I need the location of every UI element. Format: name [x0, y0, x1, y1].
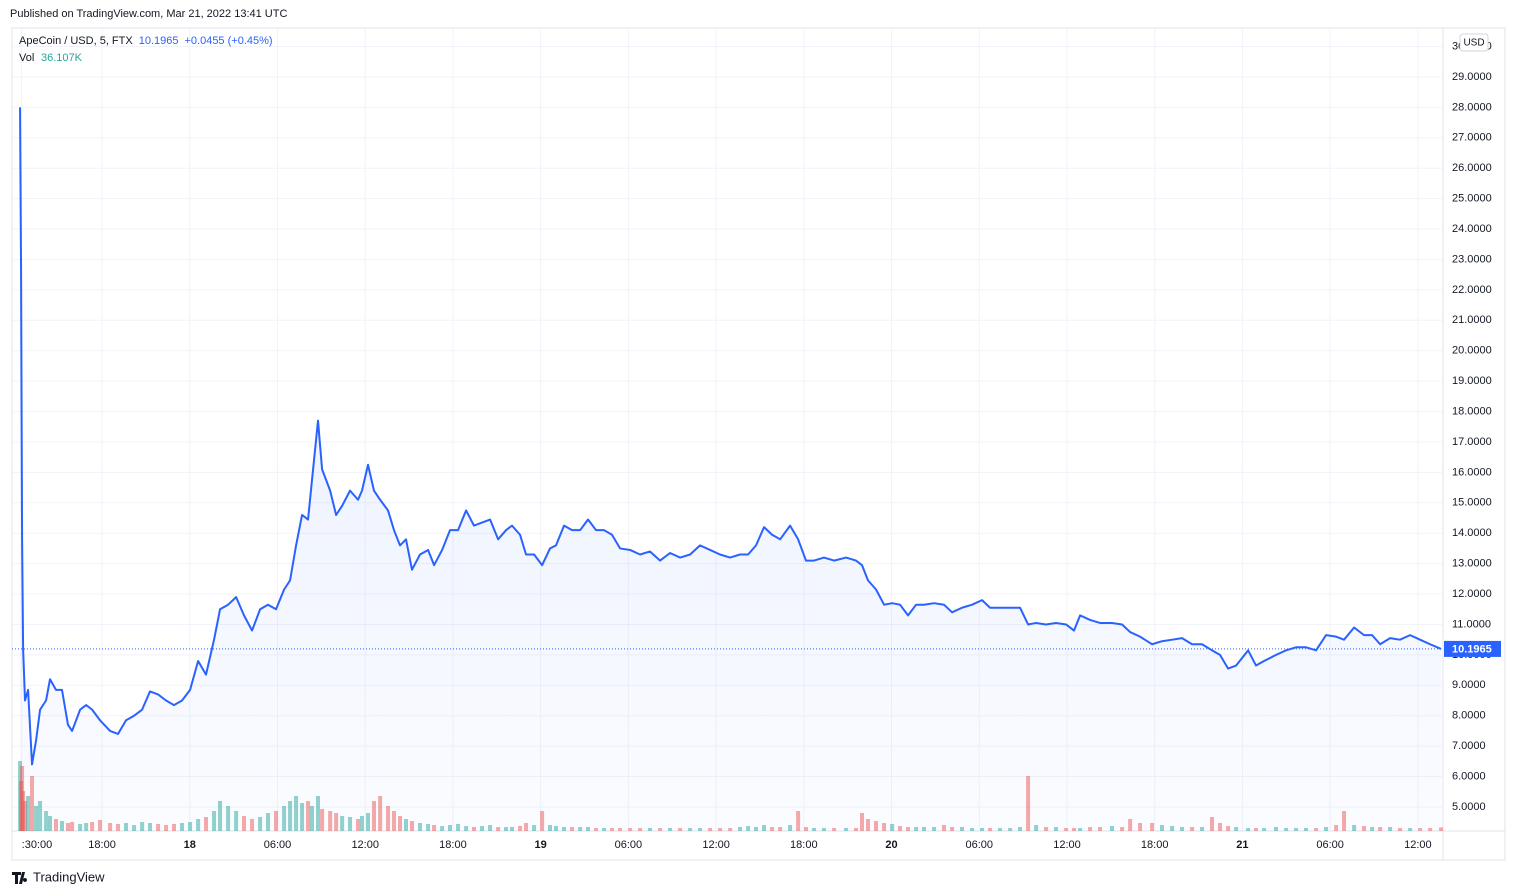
- x-tick-label: 21: [1236, 839, 1248, 851]
- last-price: 10.1965: [139, 35, 179, 47]
- legend: ApeCoin / USD, 5, FTX 10.1965 +0.0455 (+…: [19, 35, 273, 64]
- frame: [11, 27, 1506, 861]
- last-price-box: [1444, 640, 1501, 657]
- y-tick-label: 12.0000: [1452, 588, 1492, 600]
- plot: [12, 107, 1443, 831]
- volume-label: Vol: [19, 52, 34, 64]
- y-tick-label: 23.0000: [1452, 253, 1492, 265]
- x-tick-label: 18:00: [790, 839, 818, 851]
- y-tick-label: 11.0000: [1452, 618, 1491, 630]
- y-tick-label: 15.0000: [1452, 497, 1492, 509]
- x-tick-label: 18:00: [439, 839, 467, 851]
- x-tick-label: 18: [184, 839, 196, 851]
- y-tick-label: 9.0000: [1452, 679, 1486, 691]
- y-tick-label: 20.0000: [1452, 345, 1492, 357]
- y-tick-label: 16.0000: [1452, 466, 1492, 478]
- y-tick-label: 22.0000: [1452, 284, 1492, 296]
- y-tick-label: 25.0000: [1452, 193, 1492, 205]
- publisher-note: Published on TradingView.com, Mar 21, 20…: [10, 8, 287, 20]
- x-tick-label: 12:00: [1404, 839, 1432, 851]
- currency-label: USD: [1463, 38, 1484, 49]
- x-tick-label: 12:00: [1053, 839, 1081, 851]
- volume-value: 36.107K: [41, 52, 83, 64]
- y-tick-label: 6.0000: [1452, 770, 1486, 782]
- symbol-title: ApeCoin / USD, 5, FTX: [19, 35, 133, 47]
- x-tick-label: 12:00: [702, 839, 730, 851]
- price-line: [19, 107, 1442, 766]
- y-tick-label: 27.0000: [1452, 132, 1492, 144]
- y-tick-label: 5.0000: [1452, 801, 1486, 813]
- y-tick-label: 18.0000: [1452, 405, 1492, 417]
- brand: TradingView: [12, 869, 105, 884]
- x-tick-label: 18:00: [88, 839, 116, 851]
- y-tick-label: 24.0000: [1452, 223, 1492, 235]
- last-price-label: 10.1965: [1452, 643, 1492, 655]
- price-change: +0.0455 (+0.45%): [184, 35, 272, 47]
- y-tick-label: 21.0000: [1452, 314, 1492, 326]
- y-tick-label: 19.0000: [1452, 375, 1492, 387]
- axes: 5.00006.00007.00008.00009.000010.000011.…: [22, 33, 1501, 851]
- x-tick-label: 06:00: [615, 839, 643, 851]
- x-tick-label: :30:00: [22, 839, 53, 851]
- y-tick-label: 28.0000: [1452, 101, 1492, 113]
- y-tick-label: 8.0000: [1452, 710, 1486, 722]
- brand-name: TradingView: [33, 869, 105, 884]
- x-tick-label: 19: [535, 839, 547, 851]
- currency-box: [1459, 33, 1489, 52]
- x-tick-label: 20: [885, 839, 897, 851]
- y-tick-label: 26.0000: [1452, 162, 1492, 174]
- x-tick-label: 06:00: [1316, 839, 1344, 851]
- price-area: [20, 107, 1442, 831]
- y-tick-label: 17.0000: [1452, 436, 1492, 448]
- brand-logo: [12, 872, 28, 884]
- x-tick-label: 06:00: [264, 839, 292, 851]
- x-tick-label: 12:00: [351, 839, 379, 851]
- y-tick-label: 14.0000: [1452, 527, 1492, 539]
- y-tick-label: 13.0000: [1452, 558, 1492, 570]
- x-tick-label: 06:00: [965, 839, 993, 851]
- y-tick-label: 7.0000: [1452, 740, 1486, 752]
- y-tick-label: 29.0000: [1452, 71, 1492, 83]
- x-tick-label: 18:00: [1141, 839, 1169, 851]
